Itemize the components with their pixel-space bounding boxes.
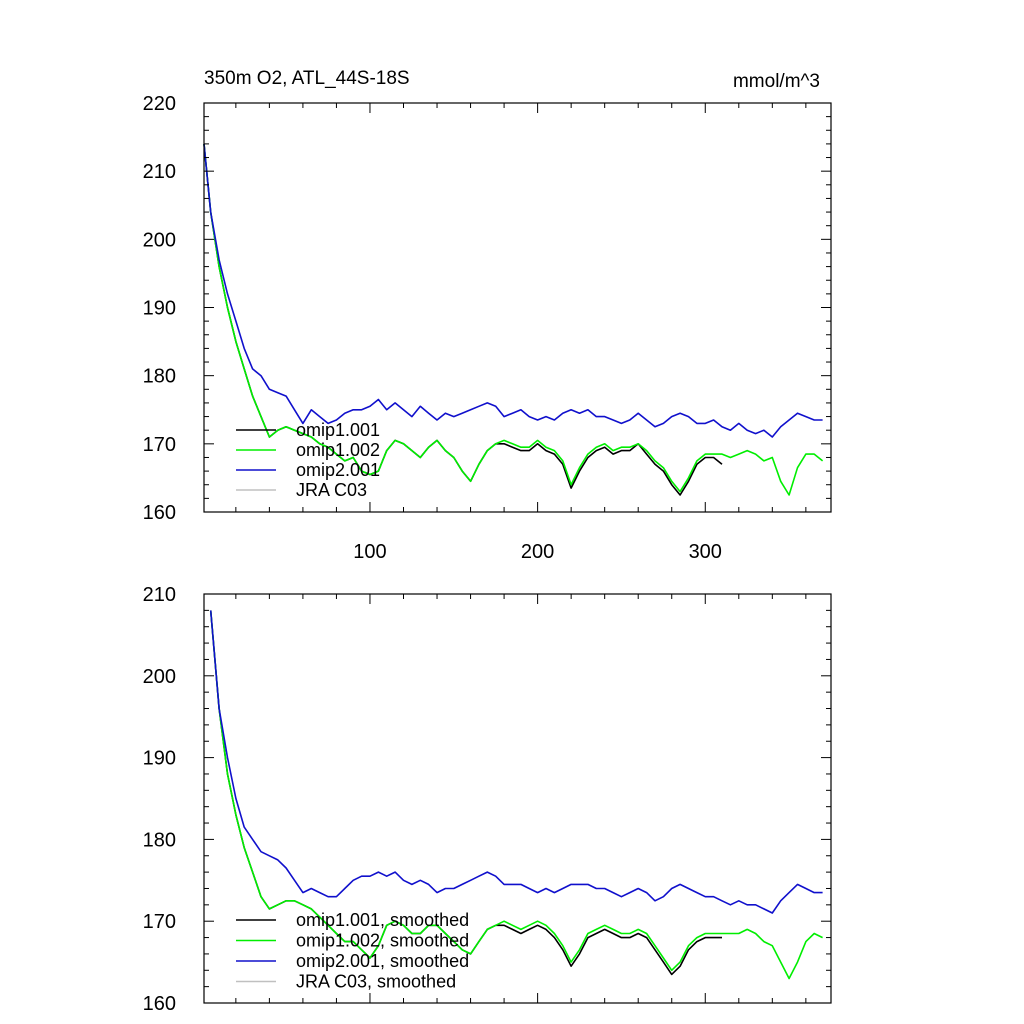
y-tick-label: 200 <box>143 666 176 688</box>
y-tick-label: 210 <box>143 161 176 183</box>
y-tick-label: 160 <box>143 993 176 1015</box>
x-tick-label: 300 <box>689 541 722 563</box>
x-tick-label: 100 <box>353 541 386 563</box>
legend-label: JRA C03 <box>296 480 367 500</box>
legend-label: omip2.001, smoothed <box>296 951 469 971</box>
y-tick-label: 160 <box>143 502 176 524</box>
series-line-0 <box>203 143 723 496</box>
y-tick-label: 170 <box>143 911 176 933</box>
series-line-1 <box>203 143 824 496</box>
y-tick-label: 200 <box>143 229 176 251</box>
legend-label: omip1.002, smoothed <box>296 931 469 951</box>
series-line-1 <box>209 610 823 980</box>
y-tick-label: 190 <box>143 298 176 320</box>
y-tick-label: 190 <box>143 748 176 770</box>
legend-label: JRA C03, smoothed <box>296 972 456 992</box>
panel1-title-left: 350m O2, ATL_44S-18S <box>204 68 410 89</box>
series-line-2 <box>209 610 823 914</box>
legend-label: omip1.001 <box>296 420 380 440</box>
y-tick-label: 180 <box>143 366 176 388</box>
series-line-2 <box>203 143 823 438</box>
y-tick-label: 170 <box>143 434 176 456</box>
legend-label: omip1.002 <box>296 440 380 460</box>
y-tick-label: 210 <box>143 584 176 606</box>
legend-label: omip2.001 <box>296 460 380 480</box>
y-tick-label: 180 <box>143 829 176 851</box>
panel1-title-right: mmol/m^3 <box>733 71 820 92</box>
plot-frame <box>203 593 832 1004</box>
legend-label: omip1.001, smoothed <box>296 910 469 930</box>
x-tick-label: 200 <box>521 541 554 563</box>
y-tick-label: 220 <box>143 93 176 115</box>
